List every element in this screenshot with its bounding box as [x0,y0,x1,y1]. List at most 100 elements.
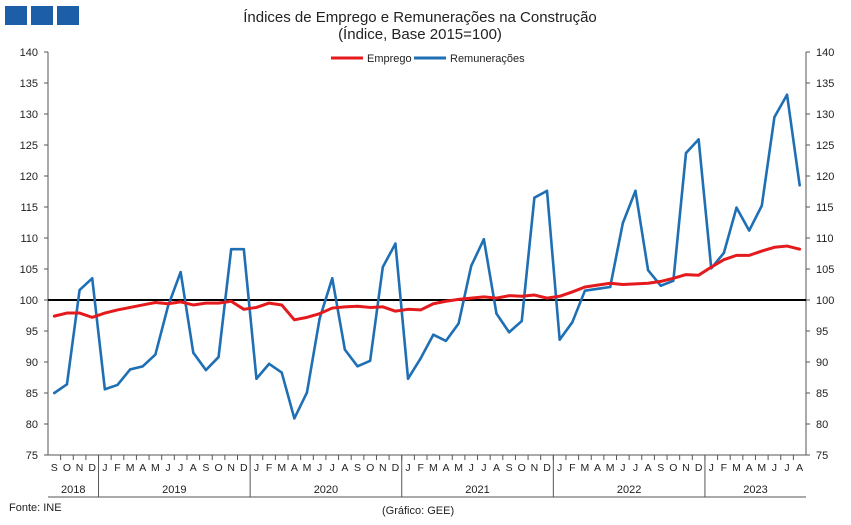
data-point-remuneracoes [318,317,321,320]
x-month-label: J [102,462,107,474]
x-month-label: A [594,462,601,474]
y-tick-label-left: 135 [20,78,38,90]
x-month-label: D [543,462,551,474]
y-tick-label-right: 100 [816,295,834,307]
x-month-label: A [493,462,500,474]
data-point-remuneracoes [798,184,801,187]
chart-title: Índices de Emprego e Remunerações na Con… [243,9,597,26]
y-tick-label-left: 100 [20,295,38,307]
data-point-emprego [621,283,625,286]
x-month-label: M [277,462,286,474]
x-month-label: F [266,462,272,474]
data-point-emprego [381,305,384,309]
x-month-label: J [405,462,410,474]
data-point-remuneracoes [267,362,271,366]
data-point-emprego [116,308,119,312]
data-point-emprego [331,306,334,310]
x-month-label: J [633,462,638,474]
y-tick-label-left: 125 [20,140,38,152]
data-point-emprego [406,308,410,311]
y-tick-label-right: 115 [816,202,834,214]
x-month-label: A [746,462,753,474]
data-point-remuneracoes [65,383,69,386]
logo-square [57,6,79,25]
x-month-label: J [772,462,777,474]
y-tick-label-right: 85 [816,388,828,400]
x-month-label: M [606,462,615,474]
data-point-emprego [558,295,561,298]
brand-logo [5,6,79,25]
x-month-label: F [114,462,120,474]
x-year-label: 2019 [162,484,186,496]
data-point-emprego [242,308,246,311]
data-point-emprego [697,274,700,277]
y-tick-label-right: 80 [816,419,828,431]
x-month-label: N [227,462,235,474]
data-point-emprego [495,296,498,300]
data-point-emprego [267,301,271,305]
y-tick-label-left: 140 [20,47,38,59]
data-point-remuneracoes [343,348,347,351]
x-month-label: F [569,462,575,474]
x-month-label: A [796,462,803,474]
data-point-remuneracoes [154,353,157,356]
data-point-remuneracoes [697,138,700,141]
data-point-emprego [154,301,157,304]
data-point-emprego [608,282,612,285]
data-point-remuneracoes [166,305,170,308]
x-month-label: M [757,462,766,474]
data-point-remuneracoes [419,357,422,360]
data-point-emprego [356,305,359,308]
data-point-emprego [318,312,321,315]
data-point-emprego [457,298,460,301]
data-point-emprego [470,296,473,300]
data-point-remuneracoes [217,355,220,359]
x-month-label: J [620,462,625,474]
x-month-label: M [303,462,312,474]
data-point-remuneracoes [78,288,81,292]
data-point-remuneracoes [760,204,763,207]
source-note: Fonte: INE [9,502,62,514]
data-point-emprego [583,285,587,289]
data-point-emprego [520,295,523,298]
x-month-label: D [392,462,400,474]
data-point-remuneracoes [621,221,625,225]
data-point-emprego [798,247,801,251]
x-month-label: M [732,462,741,474]
data-point-remuneracoes [684,151,688,155]
chart-title-block: Índices de Emprego e Remunerações na Con… [140,9,700,43]
x-month-label: S [202,462,209,474]
legend-label-emprego: Emprego [367,53,412,65]
y-tick-label-right: 105 [816,264,834,276]
x-month-label: D [695,462,703,474]
data-point-emprego [747,254,751,257]
data-point-emprego [128,306,132,309]
data-point-remuneracoes [634,189,637,193]
y-tick-label-left: 115 [20,202,38,214]
data-point-remuneracoes [394,242,397,245]
y-tick-label-right: 135 [816,78,834,90]
y-tick-label-right: 75 [816,450,828,462]
data-point-emprego [710,265,713,269]
x-month-label: S [51,462,58,474]
data-point-emprego [305,316,309,319]
data-point-remuneracoes [659,284,662,287]
x-month-label: J [330,462,335,474]
data-point-emprego [482,295,486,299]
x-month-label: M [454,462,463,474]
x-month-label: N [379,462,387,474]
x-month-label: N [682,462,690,474]
data-point-emprego [53,314,56,318]
x-month-label: J [481,462,486,474]
x-month-label: O [669,462,677,474]
x-month-label: M [151,462,160,474]
x-month-label: S [354,462,361,474]
data-point-emprego [672,277,675,280]
y-tick-label-left: 120 [20,171,38,183]
data-point-emprego [394,309,397,313]
x-month-label: J [165,462,170,474]
x-year-label: 2022 [617,484,641,496]
y-tick-label-left: 130 [20,109,38,121]
data-point-emprego [507,294,511,297]
x-month-label: S [506,462,513,474]
